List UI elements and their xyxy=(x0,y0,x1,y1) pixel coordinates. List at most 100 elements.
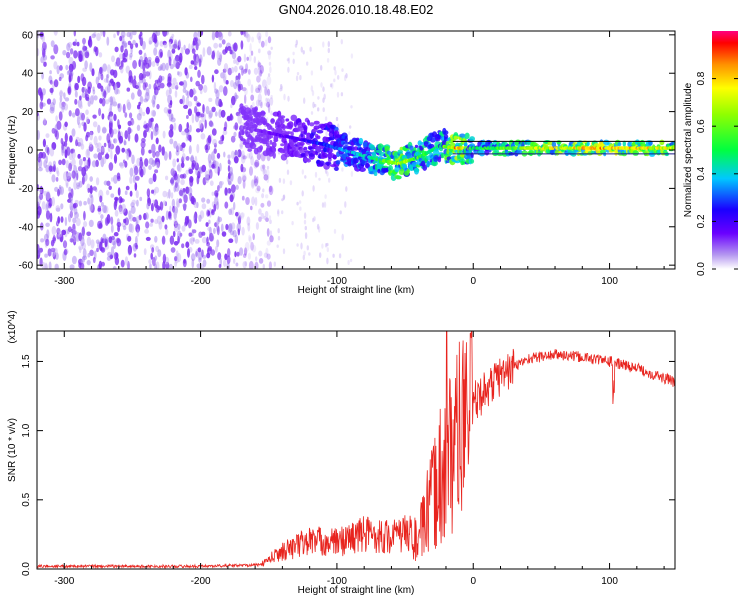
signal-cell xyxy=(313,120,320,125)
noise-speckle xyxy=(107,83,111,94)
noise-speckle xyxy=(241,195,245,201)
colorbar: 0.0 0.2 0.4 0.6 0.8 Normalized spectral ampl… xyxy=(683,31,738,276)
noise-speckle xyxy=(144,56,149,65)
noise-speckle xyxy=(184,48,190,55)
noise-speckle xyxy=(69,210,73,219)
noise-speckle xyxy=(139,159,143,169)
noise-speckle xyxy=(62,240,68,249)
noise-speckle xyxy=(254,180,258,188)
noise-speckle xyxy=(327,47,330,54)
noise-speckle xyxy=(322,107,325,113)
noise-speckle xyxy=(339,210,342,215)
noise-speckle xyxy=(214,161,220,168)
noise-speckle xyxy=(165,175,169,181)
noise-speckle xyxy=(268,261,272,269)
noise-speckle xyxy=(96,32,101,42)
noise-speckle xyxy=(113,153,118,164)
noise-speckle xyxy=(283,93,286,101)
noise-speckle xyxy=(170,178,175,186)
noise-speckle xyxy=(258,84,262,94)
noise-speckle xyxy=(133,253,137,258)
noise-speckle xyxy=(46,98,52,105)
noise-speckle xyxy=(80,236,85,247)
noise-speckle xyxy=(270,46,273,50)
noise-speckle xyxy=(83,221,88,228)
noise-speckle xyxy=(248,234,251,242)
noise-speckle xyxy=(64,216,68,227)
signal-cell xyxy=(259,145,263,151)
noise-speckle xyxy=(106,256,111,261)
noise-speckle xyxy=(280,84,283,90)
noise-speckle xyxy=(254,196,258,207)
noise-speckle xyxy=(257,60,261,70)
noise-speckle xyxy=(135,219,138,228)
noise-speckle xyxy=(88,219,94,228)
noise-speckle xyxy=(114,210,119,217)
noise-speckle xyxy=(49,147,55,157)
noise-speckle xyxy=(114,198,118,207)
noise-speckle xyxy=(121,34,125,45)
noise-speckle xyxy=(172,77,177,85)
noise-speckle xyxy=(208,169,213,179)
noise-speckle xyxy=(185,169,190,175)
noise-speckle xyxy=(54,124,59,133)
noise-speckle xyxy=(186,215,190,224)
noise-speckle xyxy=(174,54,180,62)
noise-speckle xyxy=(118,135,124,144)
noise-speckle xyxy=(251,36,255,43)
noise-speckle xyxy=(146,188,151,198)
noise-speckle xyxy=(170,117,176,123)
noise-speckle xyxy=(286,169,290,175)
signal-cell xyxy=(241,129,245,135)
noise-speckle xyxy=(144,212,149,220)
noise-speckle xyxy=(213,81,217,91)
noise-speckle xyxy=(37,206,42,216)
noise-speckle xyxy=(220,109,226,118)
snr-series-line xyxy=(37,331,675,569)
noise-speckle xyxy=(233,42,238,52)
noise-speckle xyxy=(148,36,154,44)
noise-speckle xyxy=(336,91,340,98)
signal-cell xyxy=(247,148,253,152)
noise-speckle xyxy=(136,199,139,207)
noise-speckle xyxy=(173,140,178,149)
signal-cell xyxy=(277,124,281,128)
noise-speckle xyxy=(79,246,82,254)
noise-speckle xyxy=(82,43,86,53)
noise-speckle xyxy=(247,222,251,232)
signal-cell xyxy=(270,118,275,124)
noise-speckle xyxy=(225,223,229,231)
noise-speckle xyxy=(333,66,336,71)
noise-speckle xyxy=(267,88,271,96)
noise-speckle xyxy=(198,214,202,222)
noise-speckle xyxy=(237,149,242,158)
noise-speckle xyxy=(120,66,124,74)
noise-speckle xyxy=(168,56,172,67)
signal-cell xyxy=(644,150,651,157)
noise-speckle xyxy=(207,226,212,232)
noise-speckle xyxy=(187,108,192,116)
noise-speckle xyxy=(100,202,104,207)
noise-speckle xyxy=(137,89,142,97)
noise-speckle xyxy=(143,130,147,138)
noise-speckle xyxy=(39,192,44,200)
noise-speckle xyxy=(167,76,172,86)
noise-speckle xyxy=(95,142,99,149)
noise-speckle xyxy=(134,182,138,191)
noise-speckle xyxy=(231,66,235,74)
noise-speckle xyxy=(71,158,76,167)
noise-speckle xyxy=(98,135,102,141)
noise-speckle xyxy=(258,48,261,54)
noise-speckle xyxy=(81,226,86,237)
signal-cell xyxy=(470,152,474,158)
noise-speckle xyxy=(117,187,121,196)
noise-speckle xyxy=(183,194,188,204)
noise-speckle xyxy=(235,184,239,190)
noise-speckle xyxy=(269,66,272,74)
noise-speckle xyxy=(89,176,93,182)
noise-speckle xyxy=(229,230,235,236)
noise-speckle xyxy=(217,215,220,225)
noise-speckle xyxy=(55,205,61,212)
noise-speckle xyxy=(68,63,74,73)
noise-speckle xyxy=(51,250,56,257)
